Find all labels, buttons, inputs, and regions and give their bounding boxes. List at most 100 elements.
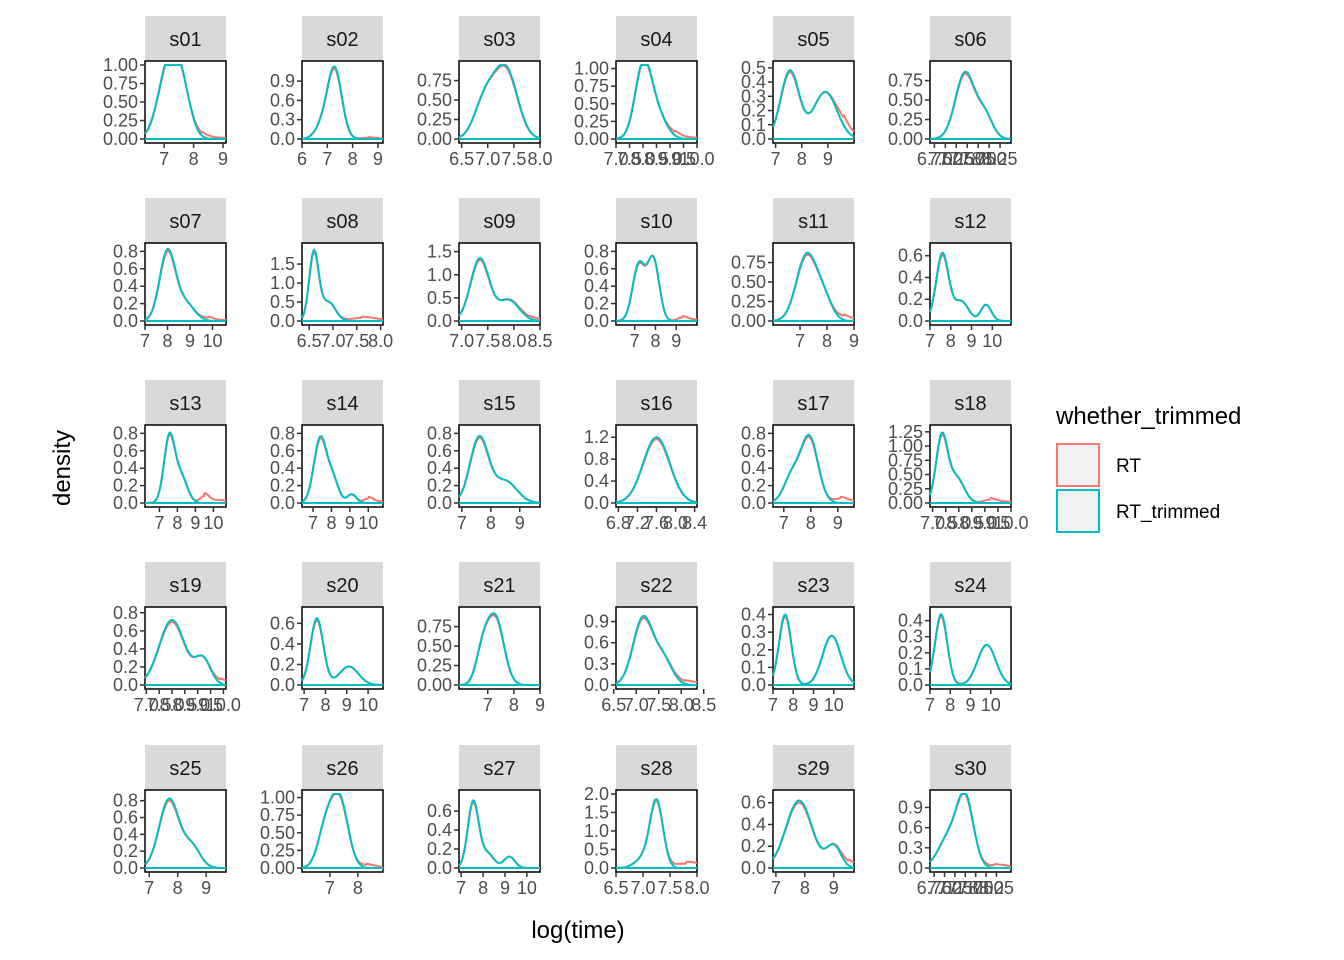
y-tick-label: 0.6 — [270, 613, 295, 633]
y-tick-label: 0.2 — [113, 294, 138, 314]
density-line-rt — [145, 433, 226, 504]
x-tick-label: 8.0 — [669, 695, 694, 715]
y-tick-label: 0.8 — [270, 423, 295, 443]
y-tick-label: 0.0 — [270, 311, 295, 331]
density-line-rt-trimmed — [459, 612, 540, 686]
density-line-rt-trimmed — [144, 64, 226, 140]
panel-border — [772, 60, 855, 144]
y-tick-label: 0.3 — [898, 627, 923, 647]
y-tick-label: 0.75 — [731, 253, 766, 273]
panel-border — [144, 242, 227, 326]
x-tick-label: 7.2 — [625, 513, 650, 533]
x-tick-label: 9 — [671, 331, 681, 351]
x-tick-label: 8 — [822, 331, 832, 351]
x-tick-label: 6 — [297, 149, 307, 169]
facet-strip-label: s02 — [326, 29, 358, 51]
density-line-rt — [615, 438, 698, 504]
x-tick-label: 7.25 — [937, 878, 972, 898]
x-tick-label: 9.0 — [972, 513, 997, 533]
legend-item-rt: RT — [1056, 443, 1141, 487]
facet-s07: s07 0.00.20.40.60.8 7 8 9 10 — [113, 198, 227, 351]
x-tick-label: 8 — [945, 695, 955, 715]
y-tick-label: 0.2 — [113, 657, 138, 677]
facet-s15: s15 0.00.20.40.60.8 7 8 9 — [427, 380, 541, 533]
y-tick-label: 0.4 — [427, 458, 452, 478]
y-tick-label: 0.00 — [417, 129, 452, 149]
y-tick-label: 0.0 — [427, 493, 452, 513]
y-tick-label: 0.25 — [103, 111, 138, 131]
x-tick-label: 9 — [823, 149, 833, 169]
x-tick-label: 8.0 — [684, 878, 709, 898]
y-tick-label: 0.2 — [741, 101, 766, 121]
y-tick-label: 0.8 — [113, 423, 138, 443]
y-tick-label: 0.8 — [113, 241, 138, 261]
density-line-rt-trimmed — [458, 257, 541, 322]
facet-strip — [459, 16, 540, 61]
y-tick-label: 0.75 — [888, 450, 923, 470]
facet-strip-label: s20 — [326, 575, 358, 597]
x-tick-label: 7.6 — [644, 513, 669, 533]
x-tick-label: 7 — [771, 149, 781, 169]
y-tick-label: 0.5 — [270, 292, 295, 312]
y-tick-label: 0.50 — [888, 90, 923, 110]
panel-border — [772, 789, 855, 873]
x-tick-label: 7 — [771, 878, 781, 898]
facet-s03: s03 0.000.250.500.75 6.5 7.0 7.5 8.0 — [417, 16, 553, 169]
facet-strip-label: s06 — [954, 29, 986, 51]
facet-s25: s25 0.00.20.40.60.8 7 8 9 — [113, 745, 227, 898]
x-tick-label: 7 — [308, 513, 318, 533]
facet-s10: s10 0.00.20.40.60.8 7 8 9 — [584, 198, 698, 351]
x-tick-label: 9 — [342, 695, 352, 715]
facet-strip — [930, 198, 1011, 243]
x-tick-label: 8 — [509, 695, 519, 715]
panel-border — [458, 60, 541, 144]
density-line-rt-trimmed — [772, 799, 855, 869]
x-tick-label: 7.00 — [927, 878, 962, 898]
x-tick-label: 7.5 — [147, 695, 172, 715]
panel-border — [301, 789, 384, 873]
y-tick-label: 0.2 — [113, 841, 138, 861]
y-tick-label: 0.0 — [898, 311, 923, 331]
y-tick-label: 0.6 — [427, 441, 452, 461]
x-tick-label: 9 — [373, 149, 383, 169]
y-tick-label: 0.2 — [427, 476, 452, 496]
facet-s19: s19 0.00.20.40.60.8 7.07.58.08.59.09.510.0 — [113, 562, 241, 715]
x-tick-label: 6.5 — [297, 331, 322, 351]
facet-strip-label: s22 — [640, 575, 672, 597]
x-tick-label: 8 — [486, 513, 496, 533]
y-tick-label: 1.00 — [888, 436, 923, 456]
y-tick-label: 0.75 — [888, 71, 923, 91]
facet-strip-label: s01 — [169, 29, 201, 51]
y-tick-label: 0.3 — [741, 86, 766, 106]
facet-s08: s08 0.00.51.01.5 6.57.07.58.0 — [270, 198, 393, 351]
y-tick-label: 0.2 — [584, 294, 609, 314]
y-tick-label: 0.8 — [584, 241, 609, 261]
density-line-rt-trimmed — [772, 613, 855, 685]
x-tick-label: 8.5 — [691, 695, 716, 715]
y-tick-label: 0.5 — [427, 288, 452, 308]
x-tick-label: 9 — [829, 878, 839, 898]
x-tick-label: 8 — [348, 149, 358, 169]
facet-strip-label: s29 — [797, 758, 829, 780]
y-tick-label: 1.0 — [270, 273, 295, 293]
facet-strip-label: s19 — [169, 575, 201, 597]
y-tick-label: 0.00 — [888, 129, 923, 149]
facet-strip — [616, 198, 697, 243]
facet-strip — [145, 16, 226, 61]
facet-strip — [145, 198, 226, 243]
facet-strip — [459, 198, 540, 243]
x-tick-label: 9 — [808, 695, 818, 715]
density-line-rt-trimmed — [144, 797, 226, 869]
x-tick-label: 6.5 — [601, 695, 626, 715]
x-tick-label: 9 — [345, 513, 355, 533]
density-line-rt-trimmed — [144, 247, 226, 322]
y-tick-label: 0.75 — [260, 805, 295, 825]
y-axis-title: density — [49, 430, 76, 506]
y-tick-label: 0.0 — [270, 675, 295, 695]
facet-s04: s04 0.000.250.500.751.00 7.07.58.08.59.09.… — [574, 16, 715, 169]
legend-label: RT — [1116, 456, 1141, 477]
y-tick-label: 0.50 — [260, 823, 295, 843]
facet-strip — [302, 562, 383, 607]
panel-border — [301, 60, 384, 144]
